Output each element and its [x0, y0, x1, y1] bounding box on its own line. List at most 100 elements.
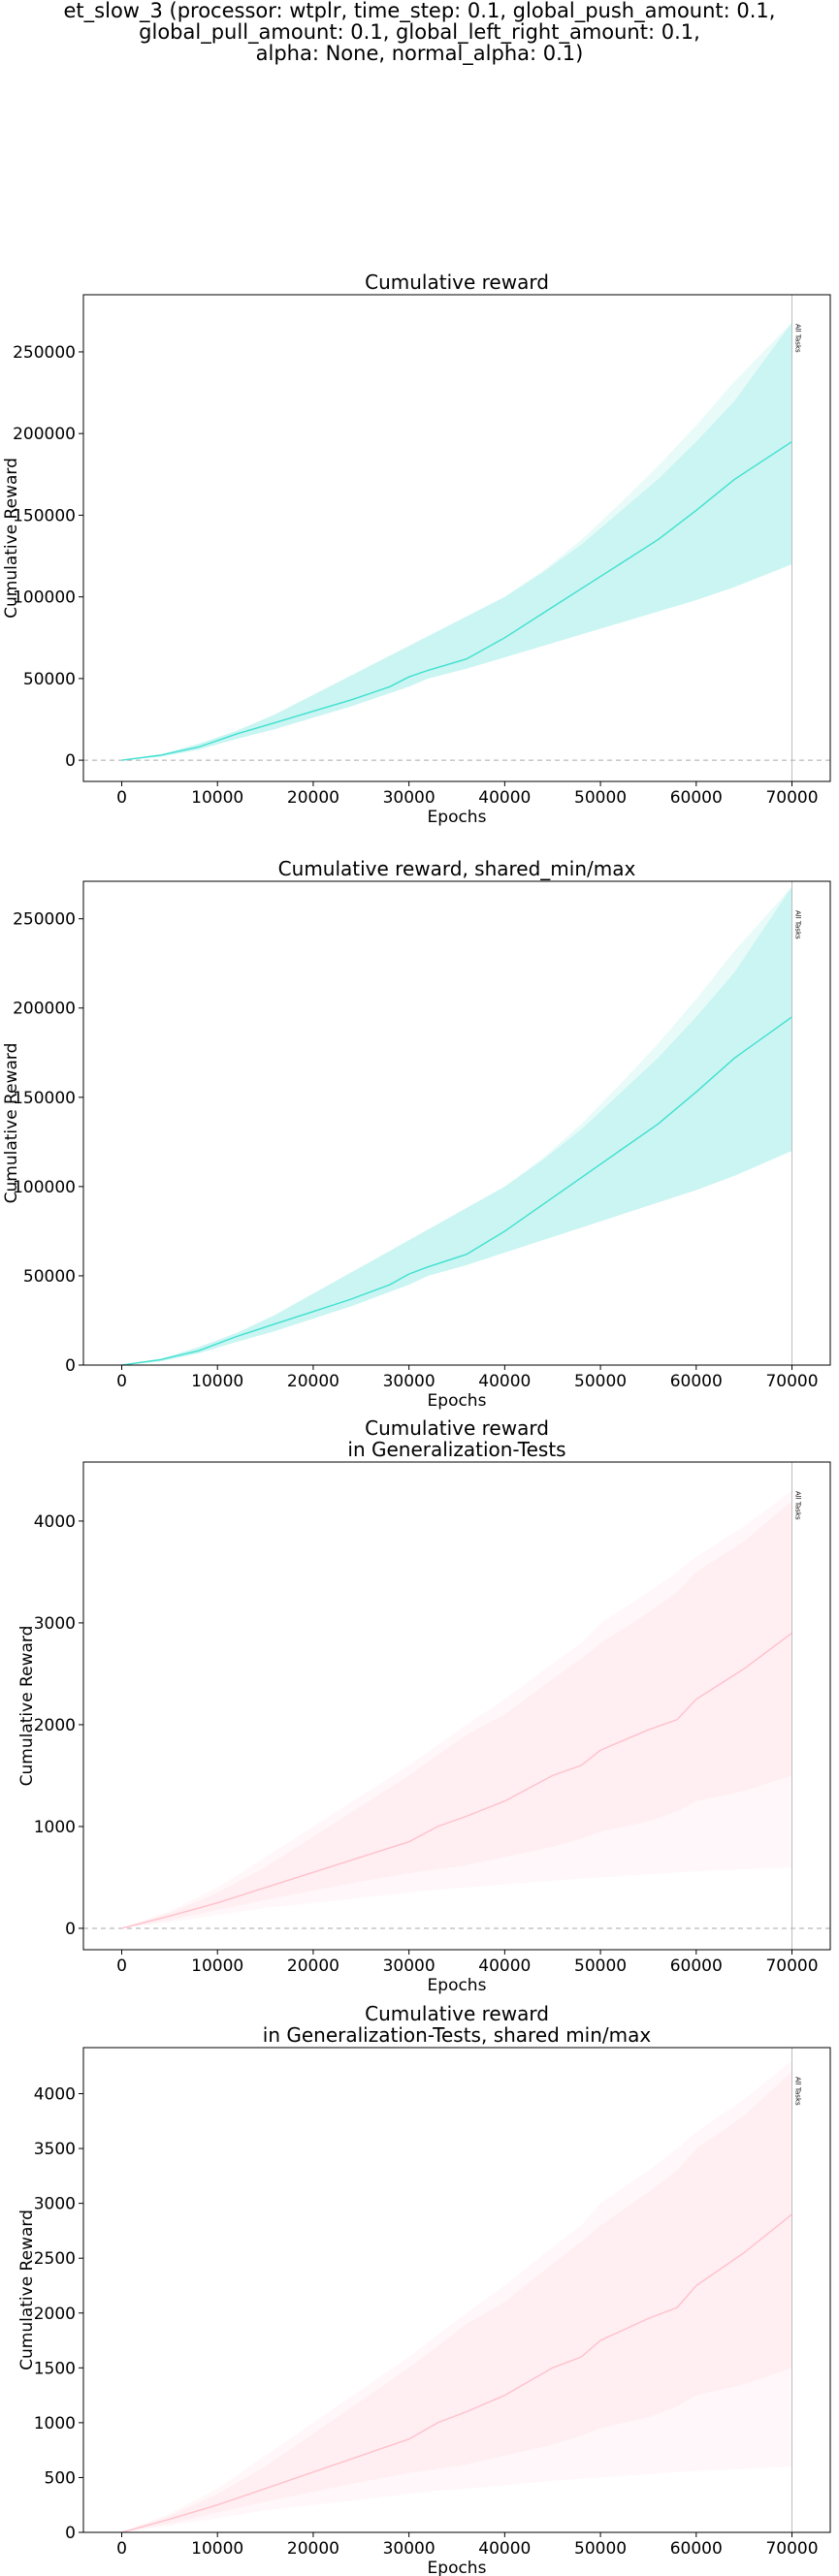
x-tick-label: 0: [116, 1956, 127, 1976]
x-tick-label: 10000: [191, 788, 243, 808]
y-tick-label: 0: [65, 1920, 76, 1939]
x-tick-label: 50000: [574, 1372, 627, 1391]
outer-band: [121, 886, 792, 1365]
x-tick-label: 10000: [191, 1956, 243, 1976]
y-tick-label: 0: [65, 1356, 76, 1376]
x-tick-label: 70000: [765, 1372, 818, 1391]
y-tick-label: 0: [65, 751, 76, 771]
task-boundary-label: All Tasks: [794, 2077, 802, 2106]
chart-title: Cumulative reward, shared_min/max: [278, 857, 636, 880]
x-tick-label: 0: [116, 2539, 127, 2559]
y-tick-label: 500: [45, 2468, 76, 2488]
x-tick-label: 50000: [574, 1956, 627, 1976]
chart-title: Cumulative reward: [365, 270, 549, 294]
chart-title: in Generalization-Tests: [347, 1438, 565, 1461]
x-tick-label: 20000: [287, 788, 339, 808]
mean-line: [121, 1016, 792, 1365]
x-tick-label: 20000: [287, 2539, 339, 2559]
confidence-band: [121, 886, 792, 1365]
y-tick-label: 250000: [13, 343, 76, 363]
y-tick-label: 0: [65, 2524, 76, 2543]
y-tick-label: 50000: [23, 670, 76, 689]
plot-area: [121, 881, 793, 1365]
mean-line: [121, 1632, 792, 1929]
y-tick-label: 3000: [34, 2195, 76, 2214]
y-axis-label: Cumulative Reward: [17, 2210, 37, 2370]
outer-band: [121, 1490, 792, 1928]
x-tick-label: 60000: [670, 1956, 723, 1976]
suptitle-line-1: et_slow_3 (processor: wtplr, time_step: …: [63, 0, 776, 22]
y-tick-label: 200000: [13, 425, 76, 444]
y-tick-label: 2000: [34, 1716, 76, 1735]
y-tick-label: 200000: [13, 1000, 76, 1019]
y-tick-label: 2500: [34, 2249, 76, 2269]
y-axis-label: Cumulative Reward: [2, 1043, 21, 1204]
x-tick-label: 50000: [574, 2539, 627, 2559]
plot-area: [121, 2048, 793, 2532]
x-tick-label: 30000: [383, 1372, 436, 1391]
y-tick-label: 3000: [34, 1614, 76, 1634]
mean-line: [121, 441, 792, 761]
axes-frame: [82, 880, 831, 1366]
y-axis-label: Cumulative Reward: [17, 1626, 37, 1787]
x-axis-label: Epochs: [428, 808, 487, 827]
y-tick-label: 250000: [13, 910, 76, 930]
chart-1: All Tasks 0 10000 20000 30000 40000 50000 60000…: [2, 270, 831, 827]
x-tick-label: 20000: [287, 1372, 339, 1391]
y-tick-label: 4000: [34, 2085, 76, 2105]
y-tick-label: 150000: [13, 1089, 76, 1108]
x-tick-label: 40000: [478, 2539, 531, 2559]
x-tick-label: 60000: [670, 788, 723, 808]
x-tick-label: 40000: [478, 788, 531, 808]
y-axis-label: Cumulative Reward: [2, 458, 21, 619]
task-boundary-label: All Tasks: [794, 1491, 802, 1520]
axes-frame: [82, 1461, 831, 1951]
x-tick-label: 40000: [478, 1372, 531, 1391]
x-tick-label: 20000: [287, 1956, 339, 1976]
suptitle-line-3: alpha: None, normal_alpha: 0.1): [255, 42, 584, 65]
x-tick-label: 30000: [383, 1956, 436, 1976]
outer-band: [121, 322, 792, 761]
y-tick-label: 1500: [34, 2359, 76, 2378]
y-tick-label: 3500: [34, 2140, 76, 2159]
task-boundary-label: All Tasks: [794, 910, 802, 939]
x-tick-label: 60000: [670, 1372, 723, 1391]
axes-frame: [82, 294, 831, 782]
chart-title: in Generalization-Tests, shared min/max: [263, 2023, 652, 2047]
chart-2: All Tasks 0 10000 20000 30000 40000 50000 60000…: [2, 857, 831, 1411]
plot-area: [83, 295, 830, 781]
y-tick-label: 100000: [13, 1178, 76, 1197]
y-tick-label: 50000: [23, 1267, 76, 1287]
x-axis-label: Epochs: [428, 1391, 487, 1411]
y-tick-label: 1000: [34, 2414, 76, 2433]
mean-line: [121, 2213, 792, 2532]
x-tick-label: 70000: [765, 2539, 818, 2559]
x-tick-label: 0: [116, 1372, 127, 1391]
figure-suptitle: et_slow_3 (processor: wtplr, time_step: …: [0, 0, 839, 64]
y-tick-label: 150000: [13, 506, 76, 525]
x-axis-label: Epochs: [428, 2559, 487, 2576]
confidence-band: [121, 1500, 792, 1928]
x-tick-label: 60000: [670, 2539, 723, 2559]
x-tick-label: 40000: [478, 1956, 531, 1976]
chart-title: Cumulative reward: [365, 2002, 549, 2025]
task-boundary-label: All Tasks: [794, 324, 802, 353]
y-tick-label: 4000: [34, 1512, 76, 1532]
plot-area: [83, 1462, 830, 1950]
x-tick-label: 30000: [383, 2539, 436, 2559]
chart-title: Cumulative reward: [365, 1416, 549, 1440]
x-tick-label: 70000: [765, 1956, 818, 1976]
confidence-band: [121, 322, 792, 761]
y-tick-label: 100000: [13, 588, 76, 608]
x-tick-label: 0: [116, 788, 127, 808]
outer-band: [121, 2060, 792, 2532]
y-tick-label: 1000: [34, 1818, 76, 1837]
y-tick-label: 2000: [34, 2305, 76, 2324]
suptitle-line-2: global_pull_amount: 0.1, global_left_rig…: [139, 20, 700, 44]
x-axis-label: Epochs: [428, 1976, 487, 1995]
confidence-band: [121, 2071, 792, 2532]
x-tick-label: 30000: [383, 788, 436, 808]
